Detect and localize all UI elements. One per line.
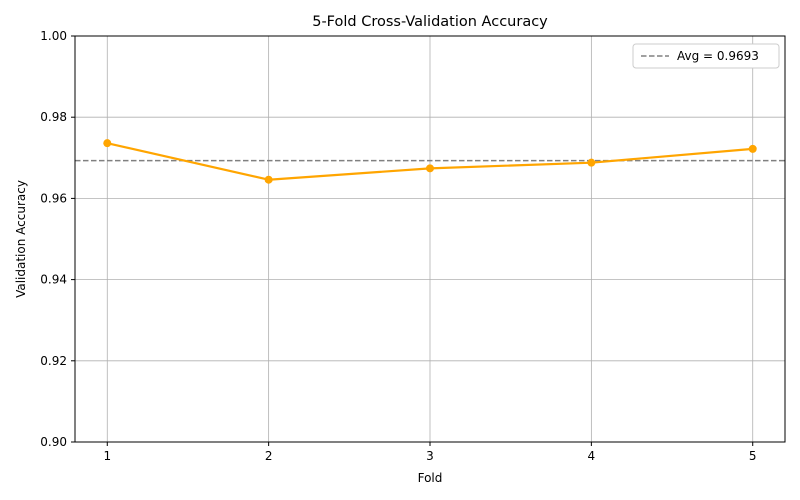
grid <box>75 35 785 443</box>
data-points <box>103 139 757 184</box>
legend-label-avg: Avg = 0.9693 <box>677 49 759 63</box>
y-tick-label: 0.92 <box>40 354 67 368</box>
y-tick-label: 0.94 <box>40 273 67 287</box>
data-point <box>748 144 757 153</box>
data-point <box>587 158 596 167</box>
data-point <box>264 175 273 184</box>
x-tick-label: 1 <box>103 449 111 463</box>
data-point <box>103 139 112 148</box>
x-tick-label: 5 <box>749 449 757 463</box>
y-tick-label: 0.98 <box>40 110 67 124</box>
y-axis-label: Validation Accuracy <box>14 180 28 298</box>
y-tick-label: 0.90 <box>40 435 67 449</box>
y-axis-ticks: 0.90 0.92 0.94 0.96 0.98 1.00 <box>40 29 75 449</box>
y-tick-label: 1.00 <box>40 29 67 43</box>
x-tick-label: 2 <box>265 449 273 463</box>
y-tick-label: 0.96 <box>40 191 67 205</box>
x-tick-label: 3 <box>426 449 434 463</box>
legend: Avg = 0.9693 <box>632 43 780 69</box>
x-axis-ticks: 1 2 3 4 5 <box>103 442 757 463</box>
data-point <box>426 164 434 173</box>
x-axis-label: Fold <box>418 471 443 485</box>
x-tick-label: 4 <box>588 449 596 463</box>
legend-box <box>632 43 780 69</box>
chart-title: 5-Fold Cross-Validation Accuracy <box>312 14 548 30</box>
